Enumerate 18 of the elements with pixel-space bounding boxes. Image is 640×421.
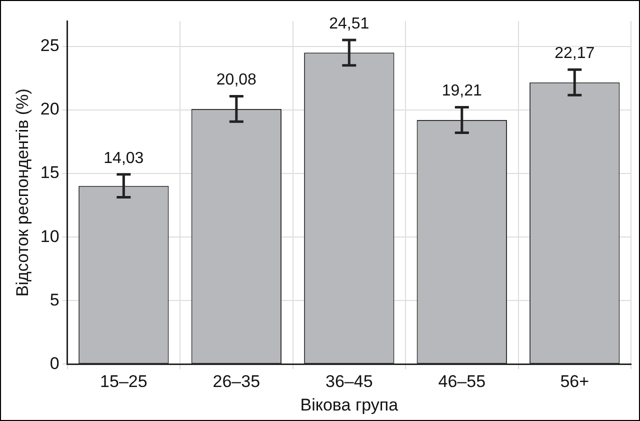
y-tick-label: 5 xyxy=(50,290,60,310)
data-label: 14,03 xyxy=(104,150,144,167)
data-label: 24,51 xyxy=(329,15,370,32)
y-tick-label: 10 xyxy=(40,226,60,246)
y-tick-label: 20 xyxy=(40,100,60,119)
y-tick-label: 25 xyxy=(40,36,60,56)
data-label: 22,17 xyxy=(554,45,595,62)
x-tick-label: 15–25 xyxy=(100,372,148,392)
x-tick-label: 26–35 xyxy=(212,372,260,392)
data-label: 20,08 xyxy=(216,72,257,89)
x-tick-label: 36–45 xyxy=(326,372,373,392)
y-tick-label: 15 xyxy=(40,163,60,182)
data-label: 19,21 xyxy=(442,82,482,100)
x-axis-title: Вікова група xyxy=(300,395,399,414)
x-tick-label: 46–55 xyxy=(438,372,486,392)
y-axis-title: Відсоток респондентів (%) xyxy=(12,88,32,297)
y-tick-label: 0 xyxy=(50,354,60,373)
x-tick-label: 56+ xyxy=(560,372,590,392)
